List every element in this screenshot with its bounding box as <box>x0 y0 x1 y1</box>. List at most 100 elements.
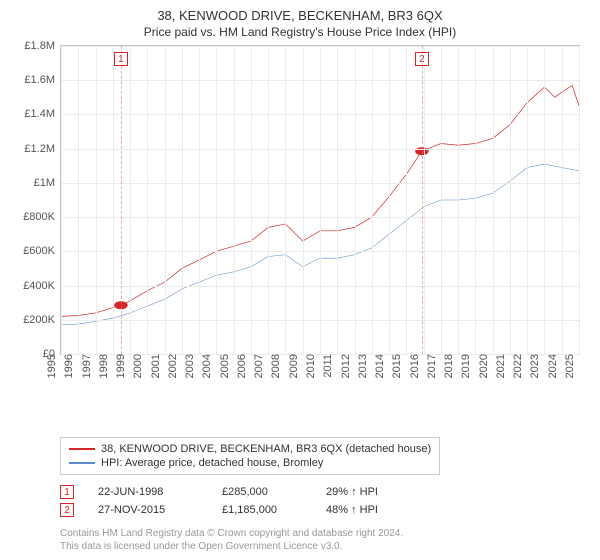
gridline-v <box>372 46 373 354</box>
gridline-v <box>78 46 79 354</box>
sale-price: £1,185,000 <box>222 504 302 516</box>
x-axis-label: 2024 <box>540 354 558 378</box>
x-axis-label: 2021 <box>489 354 507 378</box>
x-axis-label: 2018 <box>437 354 455 378</box>
chart-container: 38, KENWOOD DRIVE, BECKENHAM, BR3 6QX Pr… <box>0 0 600 560</box>
x-axis-label: 1996 <box>57 354 75 378</box>
gridline-v <box>389 46 390 354</box>
footnote-line: Contains HM Land Registry data © Crown c… <box>60 527 588 540</box>
y-axis-label: £1.4M <box>24 108 61 120</box>
sale-delta: 29% ↑ HPI <box>326 486 378 498</box>
gridline-v <box>355 46 356 354</box>
x-axis-label: 2019 <box>454 354 472 378</box>
sale-marker-box: 2 <box>415 52 429 66</box>
gridline-v <box>216 46 217 354</box>
gridline-v <box>441 46 442 354</box>
x-axis-label: 2001 <box>143 354 161 378</box>
legend-swatch <box>69 462 95 464</box>
x-axis-label: 2004 <box>195 354 213 378</box>
chart-title: 38, KENWOOD DRIVE, BECKENHAM, BR3 6QX <box>12 8 588 23</box>
sale-marker-box: 2 <box>60 503 74 517</box>
gridline-v <box>303 46 304 354</box>
y-axis-label: £1.2M <box>24 143 61 155</box>
x-axis-label: 2017 <box>420 354 438 378</box>
gridline-v <box>130 46 131 354</box>
x-axis-label: 1998 <box>92 354 110 378</box>
legend-label: HPI: Average price, detached house, Brom… <box>101 457 323 469</box>
gridline-v <box>96 46 97 354</box>
x-axis-label: 2012 <box>333 354 351 378</box>
sale-marker-box: 1 <box>114 52 128 66</box>
y-axis-label: £400K <box>23 280 61 292</box>
legend-swatch <box>69 448 95 450</box>
footnote: Contains HM Land Registry data © Crown c… <box>60 527 588 553</box>
gridline-v <box>475 46 476 354</box>
gridline-v <box>406 46 407 354</box>
gridline-v <box>493 46 494 354</box>
gridline-v <box>458 46 459 354</box>
gridline-v <box>147 46 148 354</box>
y-axis-label: £1.8M <box>24 40 61 52</box>
x-axis-label: 2020 <box>471 354 489 378</box>
gridline-v <box>320 46 321 354</box>
x-axis-label: 2008 <box>264 354 282 378</box>
x-axis-label: 2023 <box>523 354 541 378</box>
x-axis-label: 2006 <box>230 354 248 378</box>
x-axis-label: 2022 <box>506 354 524 378</box>
sale-price: £285,000 <box>222 486 302 498</box>
y-axis-label: £1M <box>34 177 61 189</box>
sale-date: 27-NOV-2015 <box>98 504 198 516</box>
x-axis-label: 1999 <box>109 354 127 378</box>
y-axis-label: £1.6M <box>24 74 61 86</box>
plot-region: £0£200K£400K£600K£800K£1M£1.2M£1.4M£1.6M… <box>60 45 580 355</box>
legend-row: HPI: Average price, detached house, Brom… <box>69 456 431 470</box>
gridline-v <box>268 46 269 354</box>
x-axis-label: 2003 <box>178 354 196 378</box>
x-axis-label: 2015 <box>385 354 403 378</box>
sale-marker-box: 1 <box>60 485 74 499</box>
x-axis-label: 2025 <box>558 354 576 378</box>
gridline-v <box>579 46 580 354</box>
footnote-line: This data is licensed under the Open Gov… <box>60 540 588 553</box>
sale-date: 22-JUN-1998 <box>98 486 198 498</box>
gridline-v <box>510 46 511 354</box>
x-axis-label: 2002 <box>161 354 179 378</box>
gridline-v <box>424 46 425 354</box>
x-axis-label: 2000 <box>126 354 144 378</box>
x-axis-label: 2005 <box>212 354 230 378</box>
sales-table: 1 22-JUN-1998 £285,000 29% ↑ HPI 2 27-NOV-201… <box>60 483 588 519</box>
gridline-v <box>285 46 286 354</box>
sale-row: 2 27-NOV-2015 £1,185,000 48% ↑ HPI <box>60 501 588 519</box>
x-axis-label: 2010 <box>299 354 317 378</box>
x-axis-label: 1995 <box>40 354 58 378</box>
y-axis-label: £800K <box>23 211 61 223</box>
x-axis-label: 2009 <box>281 354 299 378</box>
sale-row: 1 22-JUN-1998 £285,000 29% ↑ HPI <box>60 483 588 501</box>
legend-row: 38, KENWOOD DRIVE, BECKENHAM, BR3 6QX (d… <box>69 442 431 456</box>
y-axis-label: £600K <box>23 245 61 257</box>
gridline-v <box>199 46 200 354</box>
sale-marker-line <box>121 46 122 354</box>
gridline-v <box>234 46 235 354</box>
y-axis-label: £200K <box>23 314 61 326</box>
gridline-v <box>251 46 252 354</box>
chart-subtitle: Price paid vs. HM Land Registry's House … <box>12 25 588 39</box>
x-axis-label: 2013 <box>351 354 369 378</box>
gridline-v <box>527 46 528 354</box>
x-axis-label: 2014 <box>368 354 386 378</box>
gridline-v <box>61 46 62 354</box>
gridline-v <box>165 46 166 354</box>
x-axis-label: 2007 <box>247 354 265 378</box>
sale-marker-line <box>422 46 423 354</box>
gridline-v <box>337 46 338 354</box>
gridline-v <box>113 46 114 354</box>
gridline-v <box>544 46 545 354</box>
chart-area: £0£200K£400K£600K£800K£1M£1.2M£1.4M£1.6M… <box>60 45 580 395</box>
gridline-v <box>182 46 183 354</box>
x-axis-label: 2016 <box>402 354 420 378</box>
x-axis-label: 2011 <box>316 354 334 378</box>
x-axis-label: 1997 <box>74 354 92 378</box>
sale-delta: 48% ↑ HPI <box>326 504 378 516</box>
legend-label: 38, KENWOOD DRIVE, BECKENHAM, BR3 6QX (d… <box>101 443 431 455</box>
legend: 38, KENWOOD DRIVE, BECKENHAM, BR3 6QX (d… <box>60 437 440 475</box>
